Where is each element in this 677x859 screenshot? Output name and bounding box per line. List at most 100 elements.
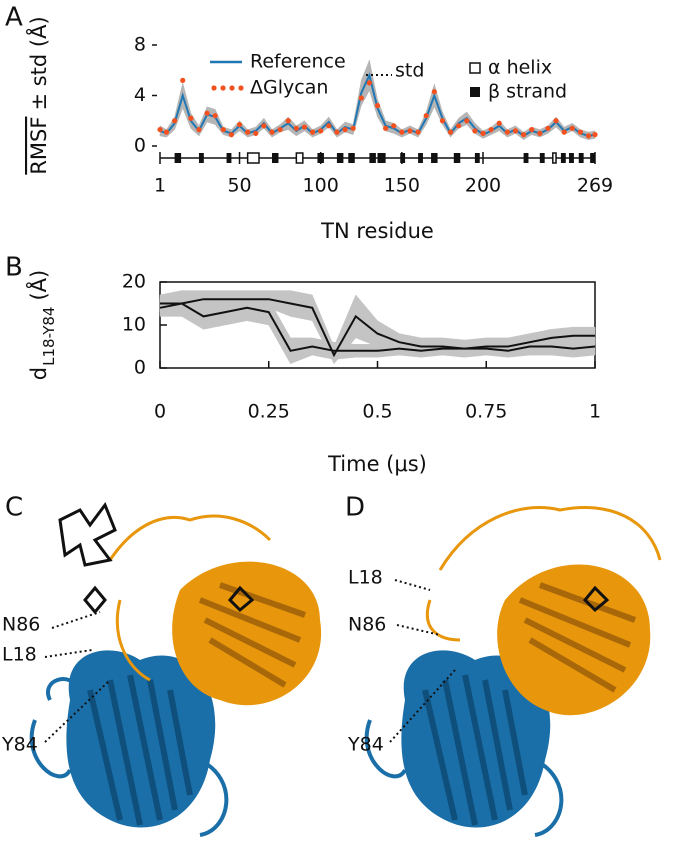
data-point [520,132,527,138]
legend-swatch [211,85,217,91]
data-point [553,118,559,124]
data-point [342,126,348,133]
std-band [355,294,378,347]
data-point [334,129,340,135]
protein-c [29,501,322,837]
legend-label: α helix [488,57,552,79]
data-point [439,118,446,124]
x-tick-label: 150 [384,175,420,197]
data-point [157,126,163,133]
data-point [220,126,226,133]
y-tick-label: 0 [134,135,146,157]
legend-swatch [469,62,481,74]
data-point [212,113,218,119]
data-point [512,128,519,134]
residue-label: Y84 [347,734,384,756]
data-point [545,125,551,131]
y-axis-label-part: (Å) [25,270,51,301]
data-point [415,129,421,135]
panel-label: C [5,493,23,523]
y-axis-label-part: RMSF [27,117,51,175]
strand [317,153,324,163]
legend-swatch [229,85,235,91]
residue-label: N86 [348,614,386,636]
x-tick-label: 100 [303,175,339,197]
strand [431,153,438,163]
panel-label: B [5,253,23,283]
panel-label: D [345,493,365,523]
strand [578,153,584,163]
data-point [163,129,170,135]
data-point [172,118,178,124]
data-point [245,129,251,135]
data-point [569,125,575,131]
y-tick-label: 0 [134,357,146,379]
strand [174,153,182,163]
strand [226,153,232,163]
data-point [383,125,389,131]
annotation: std [395,60,424,82]
data-point [318,128,324,134]
legend-label: ΔGlycan [250,77,328,99]
strand [348,153,355,163]
strand [560,153,566,163]
strand [198,153,204,163]
data-point [301,124,308,130]
data-point [399,129,405,135]
strand [474,153,480,163]
residue-label: Y84 [1,734,38,756]
helix [295,152,304,164]
x-tick-label: 0 [154,401,166,423]
data-point [496,120,502,126]
protein-d [364,505,662,837]
legend-swatch [220,85,226,91]
helix [552,152,557,164]
y-tick-label: 4 [134,84,146,106]
strand [523,153,529,163]
x-tick-label: 200 [465,175,501,197]
data-point [309,129,316,135]
y-axis-label-part: ± std (Å) [25,16,51,110]
x-tick-label: 50 [227,175,251,197]
data-point [350,125,356,131]
data-point [358,95,364,101]
series-line [160,298,595,358]
data-point [366,80,372,86]
data-point [472,128,478,134]
x-axis-label: TN residue [320,219,434,243]
strand [336,153,344,163]
data-point [253,130,259,136]
data-point [261,123,267,129]
legend-swatch [238,85,244,91]
data-point [456,123,462,129]
y-axis-label: dL18-Y84 (Å) [25,270,58,380]
x-axis-label: Time (μs) [327,452,427,476]
x-tick-label: 269 [577,175,613,197]
y-axis-label-part: d [27,367,51,380]
series-line [159,302,596,352]
data-point [391,123,397,129]
strand [377,153,386,163]
data-point [592,132,598,138]
x-tick-label: 0.5 [362,401,392,423]
strand [539,153,545,163]
legend-label: Reference [250,51,346,73]
strand [453,153,461,163]
x-tick-label: 0.25 [248,401,290,423]
strand [418,153,423,163]
y-tick-label: 20 [122,271,146,293]
data-point [407,128,413,134]
legend-swatch [470,87,480,97]
residue-label: N86 [2,614,40,636]
data-point [529,126,535,133]
y-tick-label: 8 [134,34,146,56]
data-point [488,126,494,133]
data-point [180,77,186,83]
data-point [585,133,592,139]
data-point [188,115,194,121]
panel-label: A [5,3,23,33]
legend-label: β strand [488,81,567,103]
data-point [577,129,583,135]
structure-art [29,501,662,837]
